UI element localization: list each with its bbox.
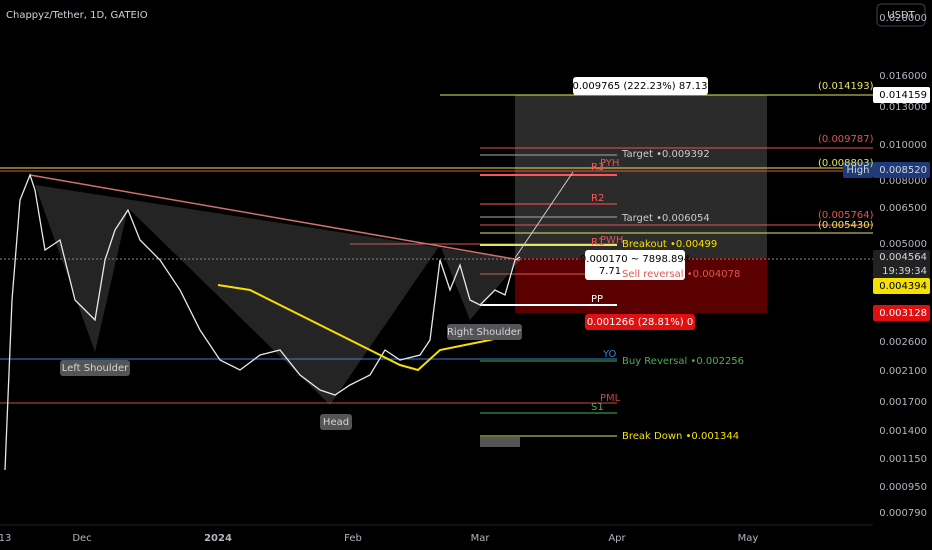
break-down-label: Break Down •0.001344 — [622, 431, 739, 442]
level-label: (0.014193) — [818, 81, 874, 92]
badge-text: 0.004564 — [879, 252, 927, 263]
measure-box — [573, 77, 708, 95]
level-label: (0.009787) — [818, 134, 874, 145]
badge — [843, 162, 873, 178]
pivot-label: YO — [602, 349, 617, 360]
pattern-label: Left Shoulder — [62, 363, 129, 374]
badge — [873, 278, 930, 294]
pattern-box — [447, 324, 522, 340]
currency[interactable]: USDT — [887, 10, 915, 21]
price-label: 0.005000 — [879, 239, 927, 250]
time-label: May — [738, 533, 759, 544]
pattern-box — [320, 414, 352, 430]
price-label: 0.013000 — [879, 102, 927, 113]
pattern-fill — [35, 185, 520, 405]
price-label: 0.002600 — [879, 337, 927, 348]
badge-text: 0.004394 — [879, 281, 927, 292]
symbol-title: Chappyz/Tether, 1D, GATEIO — [6, 10, 148, 21]
time-label: Apr — [608, 533, 626, 544]
long-zone — [515, 95, 767, 258]
badge — [873, 305, 930, 321]
pivot-label: S1 — [591, 402, 604, 413]
levels — [0, 94, 873, 447]
pivot-label: R1 — [591, 237, 604, 248]
badge-text: 19:39:34 — [882, 266, 927, 277]
neckline — [29, 174, 521, 261]
price-label: 0.010000 — [879, 140, 927, 151]
pivot-label: R2 — [591, 193, 604, 204]
price-label: 0.006500 — [879, 203, 927, 214]
projection — [514, 171, 574, 259]
target-label: Target •0.009392 — [621, 149, 710, 160]
price-label: 0.020000 — [879, 13, 927, 24]
pivot-label: PYH — [600, 158, 619, 169]
level-label: (0.008803) — [818, 158, 874, 169]
level-label: (0.005764) — [818, 210, 874, 221]
price-label: 0.000790 — [879, 508, 927, 519]
time-label: Dec — [72, 533, 91, 544]
price-label: 0.016000 — [879, 71, 927, 82]
measure-text: 0.001266 (28.81%) 0 — [587, 317, 693, 328]
pivot-label: R3 — [591, 162, 604, 173]
price-label: 0.001400 — [879, 426, 927, 437]
measure-text: 7.71 — [599, 266, 621, 277]
price-label: 0.001700 — [879, 397, 927, 408]
badge — [873, 162, 930, 178]
time-label: Mar — [471, 533, 491, 544]
pattern-label: Head — [323, 417, 349, 428]
buy-reversal-label: Buy Reversal •0.002256 — [622, 356, 744, 367]
pivot-label: PML — [600, 393, 621, 404]
time-label: Feb — [344, 533, 362, 544]
measure-box — [585, 314, 695, 330]
badge-text: 0.014159 — [879, 90, 927, 101]
badge-text: 0.003128 — [879, 308, 927, 319]
time-label: 13 — [0, 533, 11, 544]
pattern-label: Right Shoulder — [447, 327, 522, 338]
time-label: 2024 — [204, 533, 232, 544]
badge-text: High — [847, 165, 870, 176]
level-label: (0.005430) — [818, 220, 874, 231]
badge-text: 0.008520 — [879, 165, 927, 176]
pp-label: PP — [591, 294, 603, 305]
price-label: 0.001150 — [879, 454, 927, 465]
measure-box — [585, 250, 685, 280]
price-label: 0.008000 — [879, 176, 927, 187]
target-label: Target •0.006054 — [621, 213, 710, 224]
price-label: 0.002100 — [879, 366, 927, 377]
sell-reversal-label: Sell reversal •0.004078 — [622, 269, 740, 280]
price-path — [4, 173, 521, 471]
pattern-box — [60, 360, 130, 376]
pivot-label: PWH — [600, 235, 623, 246]
price-label: 0.000950 — [879, 482, 927, 493]
badge — [873, 87, 930, 103]
moving-average — [217, 284, 521, 372]
measure-text: 0.009765 (222.23%) 87.13 — [573, 81, 708, 92]
breakout-label: Breakout •0.00499 — [622, 239, 717, 250]
price-axis: 0.020000 0.016000 0.013000 0.010000 0.00… — [879, 13, 927, 519]
measure-text: 0.000170 ~ 7898.894 — [580, 254, 690, 265]
badge — [873, 250, 930, 278]
currency-button[interactable] — [876, 3, 926, 27]
